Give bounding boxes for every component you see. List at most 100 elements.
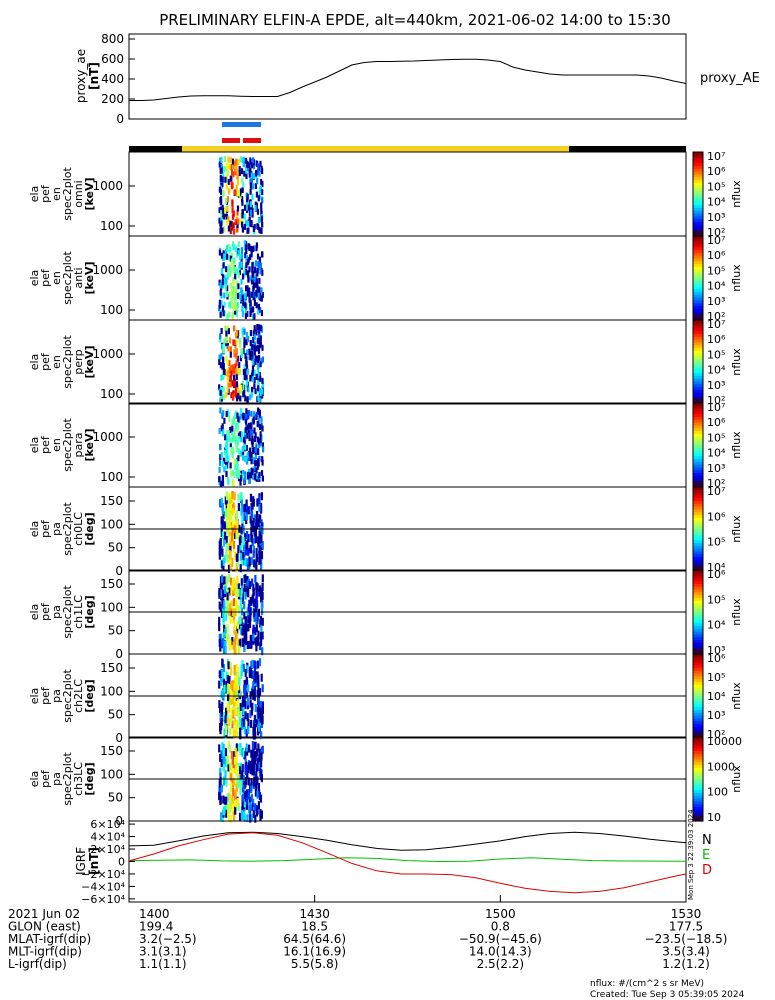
spectrogram-cell: [220, 328, 223, 334]
spectrogram-cell: [226, 313, 229, 320]
colorbar-segment: [693, 219, 703, 223]
colorbar-segment: [693, 419, 703, 424]
spectrogram-cell: [249, 472, 252, 479]
spectrogram-cell: [223, 278, 226, 285]
spectrogram-cell: [220, 708, 223, 717]
spectrogram-cell: [220, 206, 223, 213]
spectrogram-cell: [226, 624, 229, 632]
colorbar-segment: [693, 292, 703, 296]
colorbar-segment: [693, 617, 703, 621]
spectrogram-cell: [230, 680, 233, 689]
colorbar-segment: [693, 586, 703, 591]
colorbar-tick-label: 10000: [707, 735, 742, 748]
spectrogram-cell: [225, 163, 228, 170]
spectrogram-cell: [255, 205, 258, 212]
spectrogram-cell: [242, 300, 245, 307]
spectrogram-cell: [244, 456, 247, 463]
spectrogram-cell: [253, 299, 256, 306]
spectrogram-cell: [258, 531, 261, 540]
spectrogram-ytick-label-2: 50: [108, 624, 123, 638]
spectrogram-cell: [231, 637, 234, 646]
spectrogram-cell: [258, 342, 261, 349]
spectrogram-cell: [234, 520, 237, 529]
spectrogram-cell: [229, 351, 232, 358]
spectrogram-cell: [227, 345, 230, 352]
colorbar-tick-label: 10⁷: [707, 485, 725, 498]
spectrogram-cell: [249, 354, 252, 361]
spectrogram-cell: [219, 643, 222, 652]
proxy-ae-ytick-label: 600: [101, 52, 124, 66]
spectrogram-cell: [256, 381, 260, 388]
spectrogram-cell: [226, 707, 229, 715]
spectrogram-cell: [257, 702, 260, 711]
spectrogram-cell: [219, 333, 222, 340]
colorbar-segment: [693, 640, 703, 644]
spectrogram-cell: [229, 514, 233, 523]
spectrogram-cell: [228, 792, 231, 801]
spectrogram-cell: [260, 623, 263, 632]
spectrogram-cell: [252, 306, 255, 313]
spectrogram-cell: [261, 526, 264, 535]
spectrogram-cell: [229, 535, 232, 544]
spectrogram-cell: [248, 558, 251, 567]
spectrogram-cell: [234, 347, 237, 353]
colorbar-segment: [693, 562, 703, 566]
bottom-axis-row-label: 2021 Jun 02: [8, 907, 80, 921]
spectrogram-cell: [257, 362, 260, 369]
spectrogram-cell: [218, 616, 221, 625]
spectrogram-cell: [230, 600, 233, 609]
colorbar-segment: [693, 801, 703, 805]
colorbar-segment: [693, 362, 703, 366]
spectrogram-cell: [236, 638, 239, 647]
colorbar-tick-label: 10⁵: [707, 593, 725, 606]
spectrogram-cell: [222, 632, 225, 641]
spectrogram-cell: [236, 190, 239, 197]
colorbar-label: nflux: [730, 682, 743, 710]
colorbar-segment: [693, 453, 703, 457]
spectrogram-cell: [255, 459, 258, 466]
spectrogram-cell: [250, 391, 253, 398]
spectrogram-cell: [227, 503, 230, 512]
spectrogram-cell: [229, 175, 232, 182]
spectrogram-cell: [244, 684, 247, 693]
spectrogram-panel-2: 1000100elapefenspec2plotanti[keV]10⁷10⁶1…: [28, 234, 743, 323]
spectrogram-cell: [229, 271, 232, 277]
colorbar-segment: [693, 475, 703, 480]
spectrogram-cell: [245, 360, 248, 367]
spectrogram-cell: [231, 291, 234, 298]
colorbar-segment: [693, 269, 703, 273]
spectrogram-cell: [239, 703, 242, 711]
colorbar-segment: [693, 626, 703, 630]
spectrogram-cell: [248, 599, 251, 608]
spectrogram-cell: [221, 461, 224, 468]
spectrogram-cell: [245, 547, 248, 556]
colorbar-segment: [693, 325, 703, 329]
spectrogram-cell: [224, 198, 227, 205]
spectrogram-cell: [236, 169, 239, 176]
spectrogram-cell: [253, 313, 256, 320]
colorbar-tick-label: 10²: [707, 477, 725, 490]
spectrogram-cell: [230, 267, 233, 274]
colorbar-segment: [693, 737, 703, 741]
colorbar-segment: [693, 342, 703, 346]
spectrogram-cell: [231, 582, 234, 591]
spectrogram-cell: [250, 278, 254, 285]
spectrogram-cell: [228, 244, 231, 250]
spectrogram-cell: [237, 435, 240, 442]
colorbar-segment: [693, 565, 703, 569]
spectrogram-cell: [228, 587, 231, 596]
spectrogram-cell: [248, 435, 251, 442]
spectrogram-cell: [229, 667, 233, 676]
colorbar-segment: [693, 595, 703, 599]
colorbar-segment: [693, 729, 703, 733]
spectrogram-cell: [221, 548, 224, 557]
spectrogram-cell: [248, 506, 252, 514]
spectrogram-cell: [241, 196, 244, 202]
spectrogram-cell: [252, 225, 255, 232]
bottom-axis-value: 14.0(14.3): [469, 945, 532, 959]
spectrogram-cell: [249, 158, 252, 165]
spectrogram-cell: [235, 690, 239, 699]
spectrogram-cell: [218, 249, 221, 256]
spectrogram-cell: [243, 504, 246, 512]
